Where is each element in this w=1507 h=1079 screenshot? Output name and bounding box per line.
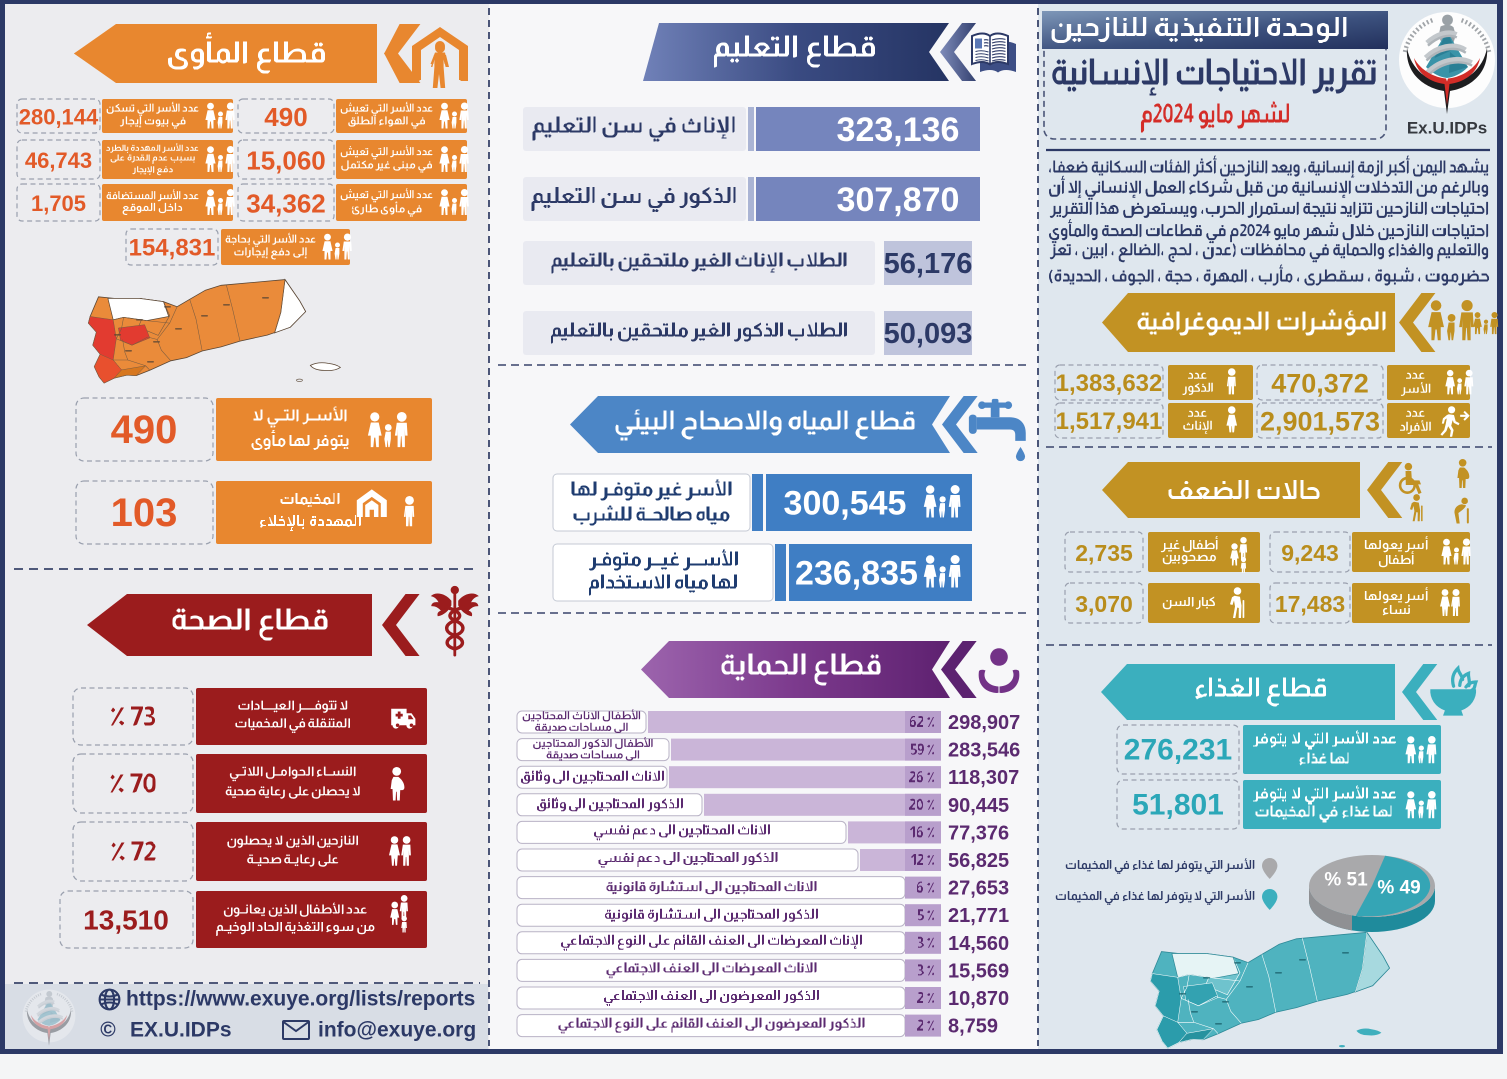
svg-text:info@exuye.org: info@exuye.org	[318, 1019, 476, 1042]
svg-text:©: ©	[100, 1019, 116, 1042]
svg-text:15,060: 15,060	[246, 146, 326, 176]
svg-text:13,510: 13,510	[83, 905, 169, 936]
svg-text:https://www.exuye.org/lists/re: https://www.exuye.org/lists/reports	[126, 988, 475, 1011]
svg-text:17,483: 17,483	[1275, 591, 1345, 617]
svg-text:118,307: 118,307	[948, 767, 1019, 789]
svg-text:EX.U.IDPs: EX.U.IDPs	[130, 1019, 232, 1042]
svg-text:490: 490	[264, 102, 307, 132]
svg-text:1,383,632: 1,383,632	[1056, 370, 1163, 397]
svg-text:154,831: 154,831	[129, 235, 216, 262]
svg-text:46,743: 46,743	[25, 148, 92, 173]
svg-text:323,136: 323,136	[837, 111, 960, 149]
svg-text:1,517,941: 1,517,941	[1056, 408, 1163, 435]
svg-text:1,705: 1,705	[31, 191, 86, 216]
svg-text:9,243: 9,243	[1281, 540, 1339, 566]
svg-text:77,376: 77,376	[948, 822, 1009, 844]
svg-text:56,825: 56,825	[948, 850, 1009, 872]
svg-text:103: 103	[111, 491, 178, 535]
svg-text:56,176: 56,176	[884, 248, 973, 280]
svg-text:470,372: 470,372	[1271, 369, 1369, 399]
svg-text:21,771: 21,771	[948, 905, 1009, 927]
svg-text:283,546: 283,546	[948, 740, 1020, 762]
svg-text:3,070: 3,070	[1075, 591, 1133, 617]
svg-text:90,445: 90,445	[948, 795, 1009, 817]
svg-text:14,560: 14,560	[948, 933, 1009, 955]
svg-text:8,759: 8,759	[948, 1016, 998, 1038]
svg-text:Ex.U.IDPs: Ex.U.IDPs	[1407, 119, 1487, 138]
svg-text:15,569: 15,569	[948, 960, 1009, 982]
svg-text:27,653: 27,653	[948, 878, 1009, 900]
svg-text:490: 490	[111, 408, 178, 452]
svg-text:34,362: 34,362	[246, 189, 326, 219]
svg-text:10,870: 10,870	[948, 988, 1009, 1010]
svg-text:307,870: 307,870	[837, 181, 960, 219]
svg-text:298,907: 298,907	[948, 712, 1020, 734]
svg-text:% 49: % 49	[1377, 878, 1420, 899]
svg-text:50,093: 50,093	[884, 318, 973, 350]
svg-text:51,801: 51,801	[1132, 789, 1224, 822]
svg-text:280,144: 280,144	[19, 105, 99, 130]
svg-text:2,901,573: 2,901,573	[1260, 407, 1380, 437]
svg-text:2,735: 2,735	[1075, 540, 1133, 566]
svg-text:300,545: 300,545	[784, 485, 907, 523]
svg-text:% 51: % 51	[1324, 870, 1368, 891]
svg-text:236,835: 236,835	[795, 555, 918, 593]
svg-text:276,231: 276,231	[1124, 734, 1232, 767]
